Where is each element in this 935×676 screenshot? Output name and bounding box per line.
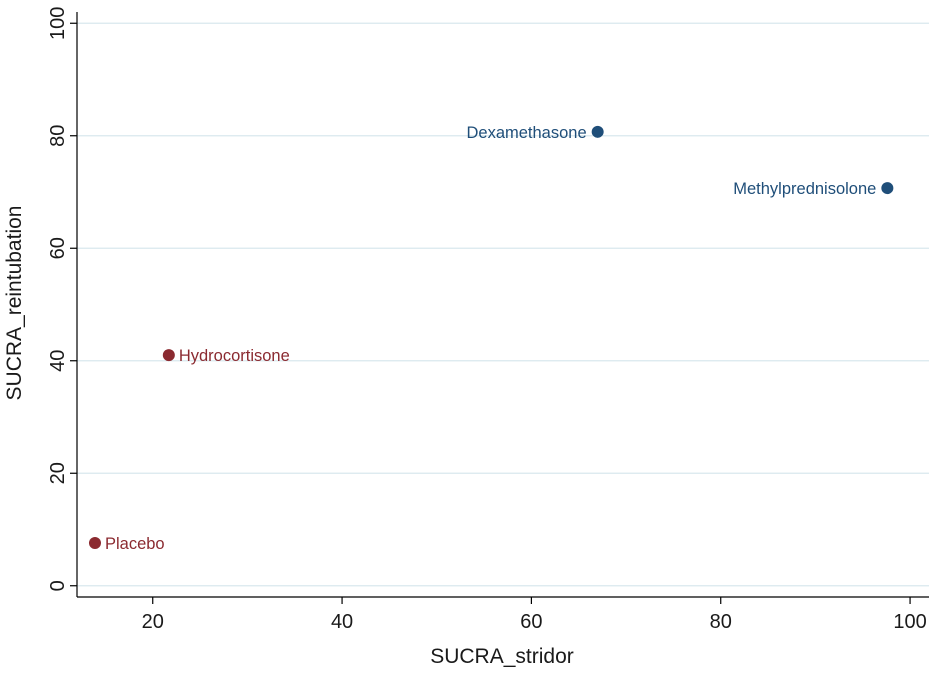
x-tick-label: 80 xyxy=(710,611,732,633)
y-axis-label: SUCRA_reintubation xyxy=(3,206,26,401)
y-tick-label: 100 xyxy=(47,7,69,40)
x-axis-label: SUCRA_stridor xyxy=(430,645,574,668)
y-tick-label: 20 xyxy=(47,462,69,484)
y-tick-label: 80 xyxy=(47,125,69,147)
data-point-label: Dexamethasone xyxy=(466,124,586,142)
data-point xyxy=(162,349,175,362)
x-tick-label: 60 xyxy=(520,611,542,633)
gridlines xyxy=(77,22,929,587)
x-tick-label: 20 xyxy=(142,611,164,633)
data-point xyxy=(591,125,604,138)
data-point xyxy=(88,537,101,549)
data-point-label: Methylprednisolone xyxy=(733,180,876,198)
axes: 0 20 40 60 80 100 20 40 60 80 100 xyxy=(47,7,929,633)
y-tick-label: 0 xyxy=(47,580,69,591)
data-point xyxy=(881,182,894,195)
y-tick-label: 40 xyxy=(47,350,69,372)
data-point-label: Placebo xyxy=(105,535,165,553)
x-tick-label: 40 xyxy=(331,611,353,633)
data-points: Placebo Hydrocortisone Dexamethasone Methyl… xyxy=(88,124,894,553)
data-point-label: Hydrocortisone xyxy=(179,347,290,365)
y-tick-label: 60 xyxy=(47,237,69,259)
x-tick-label: 100 xyxy=(893,611,926,633)
